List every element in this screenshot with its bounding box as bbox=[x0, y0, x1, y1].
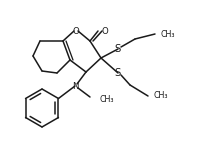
Text: O: O bbox=[72, 26, 79, 35]
Text: O: O bbox=[101, 26, 108, 35]
Text: CH₃: CH₃ bbox=[153, 91, 168, 101]
Text: S: S bbox=[114, 44, 121, 54]
Text: N: N bbox=[71, 82, 78, 91]
Text: CH₃: CH₃ bbox=[160, 30, 175, 39]
Text: S: S bbox=[114, 68, 121, 78]
Text: CH₃: CH₃ bbox=[100, 95, 114, 103]
